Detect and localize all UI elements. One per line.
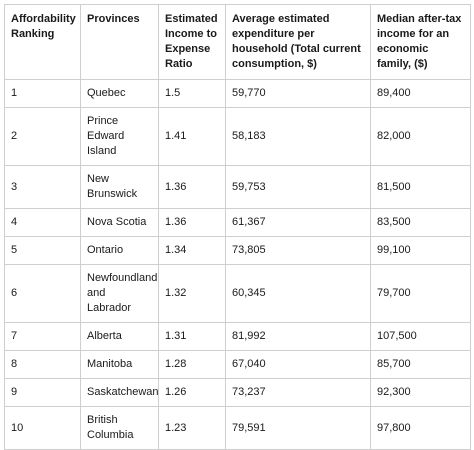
header-cell: Median after-tax income for an economic … (370, 4, 471, 80)
table-cell: 97,800 (370, 406, 471, 450)
table-cell: Alberta (80, 322, 159, 351)
table-cell: Saskatchewan (80, 378, 159, 407)
table-cell: 59,770 (225, 79, 371, 108)
table-cell: 1.31 (158, 322, 226, 351)
table-cell: 1.28 (158, 350, 226, 379)
header-cell: Estimated Income to Expense Ratio (158, 4, 226, 80)
table-cell: 79,700 (370, 264, 471, 323)
table-cell: 99,100 (370, 236, 471, 265)
table-row: 2 Prince Edward Island 1.41 58,183 82,000 (4, 107, 471, 166)
header-cell: Affordability Ranking (4, 4, 81, 80)
table-row: 3 New Brunswick 1.36 59,753 81,500 (4, 165, 471, 209)
table-header: Affordability Ranking Provinces Estimated … (4, 4, 471, 80)
page: {"table": { "header": ["Affordability Ra… (4, 4, 471, 450)
table-cell: 59,753 (225, 165, 371, 209)
table-cell: 82,000 (370, 107, 471, 166)
table-cell: 1.41 (158, 107, 226, 166)
table-cell: 85,700 (370, 350, 471, 379)
table-cell: 8 (4, 350, 81, 379)
table-row: 4 Nova Scotia 1.36 61,367 83,500 (4, 208, 471, 237)
header-cell: Provinces (80, 4, 159, 80)
table-cell: 1.26 (158, 378, 226, 407)
table-body: 1 Quebec 1.5 59,770 89,400 2 Prince Edward Isl… (4, 79, 471, 450)
table-cell: 73,237 (225, 378, 371, 407)
table-row: 5 Ontario 1.34 73,805 99,100 (4, 236, 471, 265)
table-cell: 1.36 (158, 208, 226, 237)
table-row: 10 British Columbia 1.23 79,591 97,800 (4, 406, 471, 450)
table-cell: 1.23 (158, 406, 226, 450)
table-cell: 5 (4, 236, 81, 265)
table-cell: Manitoba (80, 350, 159, 379)
table-row: 1 Quebec 1.5 59,770 89,400 (4, 79, 471, 108)
table-cell: Nova Scotia (80, 208, 159, 237)
table-cell: 10 (4, 406, 81, 450)
header-row: Affordability Ranking Provinces Estimated … (4, 4, 471, 80)
table-cell: New Brunswick (80, 165, 159, 209)
table-row: 7 Alberta 1.31 81,992 107,500 (4, 322, 471, 351)
table-cell: 2 (4, 107, 81, 166)
table-cell: 58,183 (225, 107, 371, 166)
table-row: 9 Saskatchewan 1.26 73,237 92,300 (4, 378, 471, 407)
table-cell: 73,805 (225, 236, 371, 265)
table-cell: 7 (4, 322, 81, 351)
table-cell: 1.36 (158, 165, 226, 209)
table-cell: 92,300 (370, 378, 471, 407)
table-cell: British Columbia (80, 406, 159, 450)
table-row: 6 Newfoundland and Labrador 1.32 60,345 79,7… (4, 264, 471, 323)
table-cell: 1 (4, 79, 81, 108)
table-cell: 6 (4, 264, 81, 323)
table-cell: Prince Edward Island (80, 107, 159, 166)
table-cell: 1.34 (158, 236, 226, 265)
table-cell: 83,500 (370, 208, 471, 237)
header-cell: Average estimated expenditure per househ… (225, 4, 371, 80)
table-cell: 3 (4, 165, 81, 209)
table-cell: Quebec (80, 79, 159, 108)
table-cell: 61,367 (225, 208, 371, 237)
table-cell: 81,500 (370, 165, 471, 209)
table-cell: 4 (4, 208, 81, 237)
affordability-table: Affordability Ranking Provinces Estimated … (4, 4, 471, 450)
table-cell: 9 (4, 378, 81, 407)
table-cell: 107,500 (370, 322, 471, 351)
table-cell: 67,040 (225, 350, 371, 379)
table-cell: Newfoundland and Labrador (80, 264, 159, 323)
table-cell: 89,400 (370, 79, 471, 108)
table-cell: 1.5 (158, 79, 226, 108)
table-row: 8 Manitoba 1.28 67,040 85,700 (4, 350, 471, 379)
table-cell: 60,345 (225, 264, 371, 323)
table-cell: 81,992 (225, 322, 371, 351)
table-cell: Ontario (80, 236, 159, 265)
table-cell: 79,591 (225, 406, 371, 450)
table-cell: 1.32 (158, 264, 226, 323)
